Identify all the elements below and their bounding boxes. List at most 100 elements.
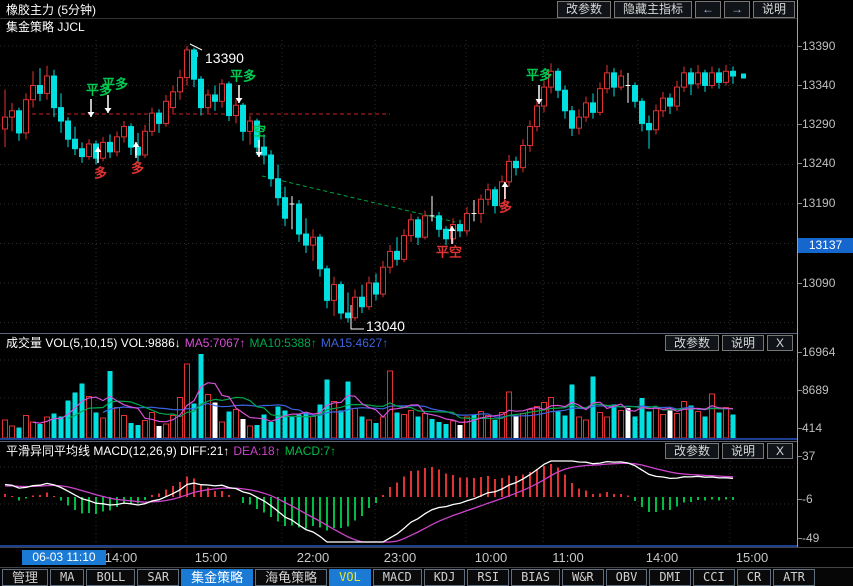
- volume-axis-label: 414: [802, 421, 823, 435]
- tab-MACD[interactable]: MACD: [372, 568, 422, 586]
- macd-value: 平滑异同平均线 MACD(12,26,9) DIFF:21↑: [6, 444, 230, 458]
- axis-tick: [798, 389, 802, 391]
- macd-pane-header: 平滑异同平均线 MACD(12,26,9) DIFF:21↑ DEA:18↑ MAC…: [0, 441, 797, 459]
- axis-tick: [798, 455, 802, 457]
- trade-signal-label: 平多: [526, 68, 552, 83]
- tab-CCI[interactable]: CCI: [693, 568, 735, 586]
- volume-button-说明[interactable]: 说明: [721, 334, 764, 351]
- volume-close-button[interactable]: X: [766, 334, 793, 351]
- time-axis-label: 22:00: [296, 550, 330, 565]
- tab-RSI[interactable]: RSI: [467, 568, 510, 586]
- trade-signal-label: 平多: [102, 77, 128, 92]
- axis-tick: [798, 282, 802, 284]
- tab-BIAS[interactable]: BIAS: [511, 568, 560, 586]
- macd-pane-buttons: 改参数 说明 X: [664, 442, 797, 459]
- time-axis-label: 14:00: [645, 550, 679, 565]
- tab-海龟策略[interactable]: 海龟策略: [255, 568, 328, 586]
- trade-signal-label: 空: [253, 124, 266, 139]
- volume-indicator-values: 成交量 VOL(5,10,15) VOL:9886↓ MA5:7067↑ MA10:…: [0, 334, 392, 351]
- time-axis-label: 15:00: [735, 550, 769, 565]
- titlebar-buttons: 改参数 隐藏主指标 ← → 说明: [556, 0, 797, 18]
- diff-line: [4, 460, 734, 543]
- axis-tick: [798, 45, 802, 47]
- volume-button-改参数[interactable]: 改参数: [664, 334, 719, 351]
- tab-集金策略[interactable]: 集金策略: [181, 568, 254, 586]
- header-button-隐藏主指标[interactable]: 隐藏主指标: [613, 0, 692, 18]
- trade-signal-label: 多: [94, 166, 107, 181]
- macd-value: DEA:18↑: [233, 444, 281, 458]
- price-axis-label: 13390: [802, 39, 836, 53]
- axis-tick: [798, 351, 802, 353]
- macd-axis-label: -49: [802, 531, 820, 545]
- indicator-toolbar: 管理 MA BOLL SAR 集金策略 海龟策略 VOL MACD KDJ RSI BIAS W&R O…: [0, 567, 853, 586]
- current-price-tag: 13137: [798, 238, 853, 253]
- peak-price-annotation: 13390: [205, 50, 244, 66]
- axis-tick: [798, 162, 802, 164]
- axis-tick: [798, 427, 802, 429]
- macd-button-说明[interactable]: 说明: [721, 442, 764, 459]
- volume-pane: [2, 354, 736, 439]
- volume-value: MA5:7067↑: [184, 336, 246, 350]
- tab-OBV[interactable]: OBV: [605, 568, 648, 586]
- tab-MA[interactable]: MA: [50, 568, 85, 586]
- macd-pane: [4, 460, 734, 543]
- price-axis-panel: 13137 13390 13340 13290 13240 13190 13090 1696…: [797, 0, 853, 566]
- time-axis-label: 10:00: [474, 550, 508, 565]
- tab-VOL[interactable]: VOL: [329, 568, 371, 586]
- axis-tick: [798, 202, 802, 204]
- macd-pane-bottom-separator: [0, 545, 797, 547]
- tab-ATR[interactable]: ATR: [773, 568, 815, 586]
- volume-value: MA15:4627↑: [320, 336, 389, 350]
- trade-signal-label: 多: [499, 200, 512, 215]
- strategy-subheader: 集金策略 JJCL: [6, 20, 85, 34]
- macd-button-改参数[interactable]: 改参数: [664, 442, 719, 459]
- tab-管理[interactable]: 管理: [2, 568, 49, 586]
- volume-axis-label: 16964: [802, 345, 836, 359]
- volume-value: MA10:5388↑: [249, 336, 317, 350]
- price-axis-label: 13340: [802, 78, 836, 92]
- tab-CR[interactable]: CR: [736, 568, 772, 586]
- trade-signal-label: 平多: [230, 69, 256, 84]
- title-bar: 橡胶主力 (5分钟) 改参数 隐藏主指标 ← → 说明: [0, 0, 797, 19]
- macd-axis-label: 37: [802, 449, 816, 463]
- axis-tick: [798, 84, 802, 86]
- price-axis-label: 13290: [802, 117, 836, 131]
- vol-ma5-line: [32, 382, 734, 424]
- next-arrow-button[interactable]: →: [723, 0, 750, 18]
- axis-tick: [798, 537, 802, 539]
- price-axis-label: 13090: [802, 276, 836, 290]
- prev-arrow-button[interactable]: ←: [694, 0, 721, 18]
- tab-KDJ[interactable]: KDJ: [423, 568, 466, 586]
- macd-close-button[interactable]: X: [766, 442, 793, 459]
- axis-tick: [798, 123, 802, 125]
- price-axis-label: 13240: [802, 156, 836, 170]
- volume-pane-buttons: 改参数 说明 X: [664, 334, 797, 351]
- last-price-marker: [741, 73, 746, 79]
- trade-signal-label: 平多: [86, 83, 112, 98]
- time-axis-label: 14:00: [104, 550, 138, 565]
- header-button-改参数[interactable]: 改参数: [556, 0, 611, 18]
- tab-SAR[interactable]: SAR: [137, 568, 180, 586]
- axis-tick: [798, 498, 802, 500]
- trade-signal-label: 多: [131, 161, 144, 176]
- volume-axis-label: 8689: [802, 383, 829, 397]
- time-axis-label: 11:00: [552, 550, 584, 565]
- time-axis-label: 23:00: [383, 550, 417, 565]
- tab-DMI[interactable]: DMI: [649, 568, 692, 586]
- header-button-说明[interactable]: 说明: [752, 0, 795, 18]
- low-price-annotation: 13040: [366, 318, 405, 334]
- volume-value: 成交量 VOL(5,10,15) VOL:9886↓: [6, 336, 181, 350]
- grid-lines: [0, 40, 795, 543]
- macd-axis-label: -6: [802, 492, 813, 506]
- price-axis-label: 13190: [802, 196, 836, 210]
- macd-value: MACD:7↑: [284, 444, 337, 458]
- instrument-title: 橡胶主力 (5分钟): [6, 2, 97, 17]
- tab-W&R[interactable]: W&R: [561, 568, 604, 586]
- datetime-highlight: 06-03 11:10: [22, 550, 106, 565]
- macd-indicator-values: 平滑异同平均线 MACD(12,26,9) DIFF:21↑ DEA:18↑ MAC…: [0, 442, 340, 459]
- tab-BOLL[interactable]: BOLL: [86, 568, 136, 586]
- trade-signal-label: 平空: [436, 245, 462, 260]
